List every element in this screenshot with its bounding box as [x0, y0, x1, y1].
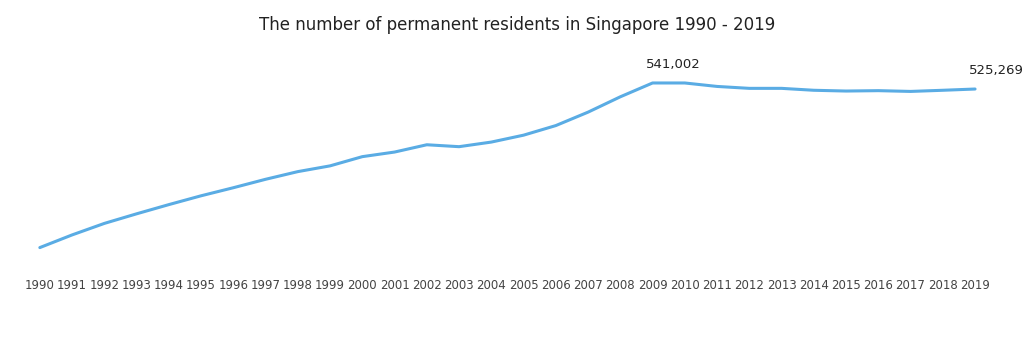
Text: 525,269: 525,269 [969, 64, 1023, 78]
Text: 541,002: 541,002 [646, 58, 700, 71]
Title: The number of permanent residents in Singapore 1990 - 2019: The number of permanent residents in Sin… [259, 16, 775, 34]
